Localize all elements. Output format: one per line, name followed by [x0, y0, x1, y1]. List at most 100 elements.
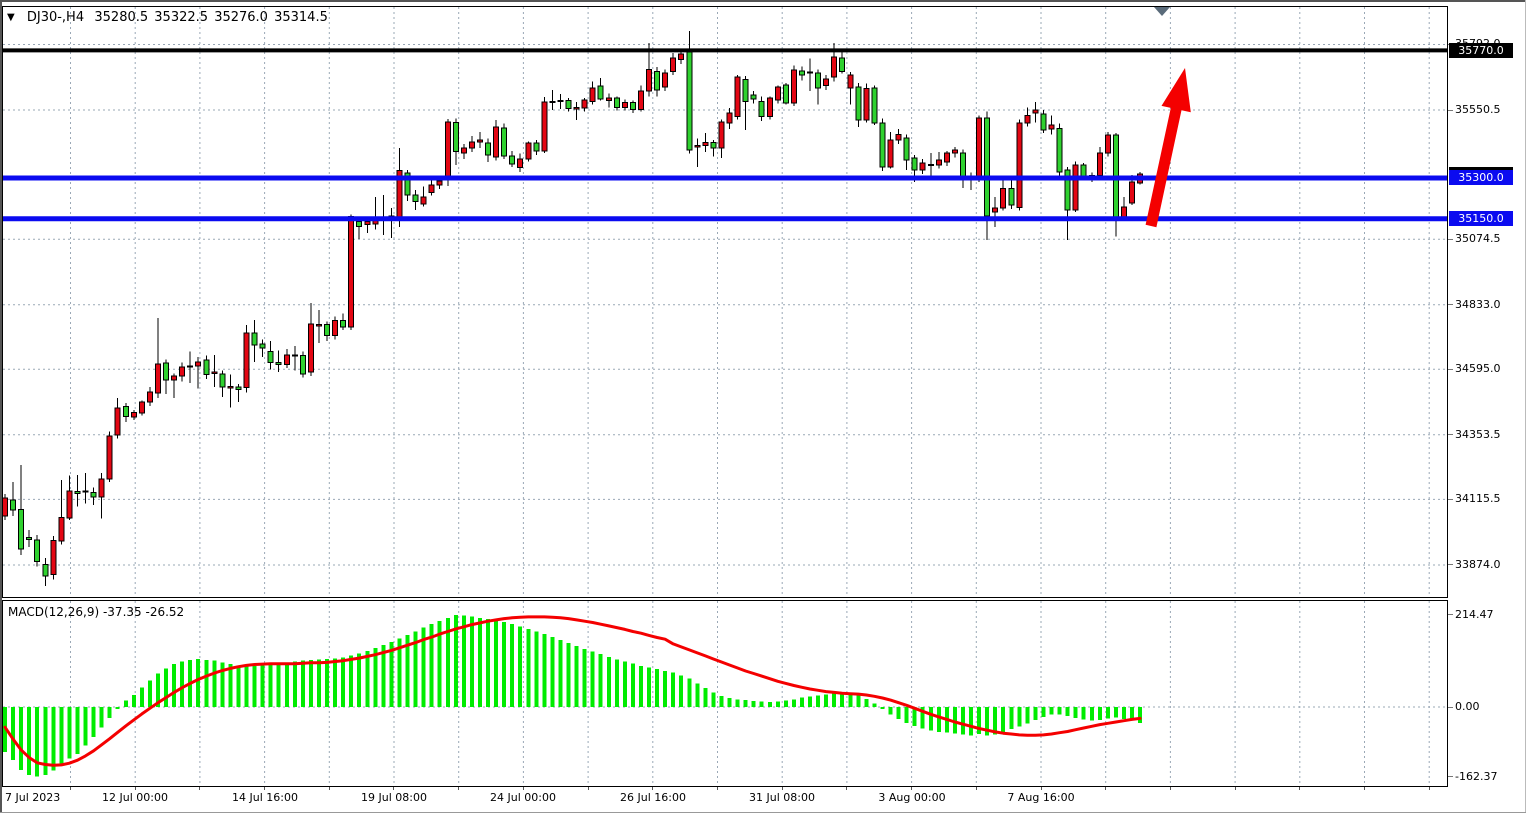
- ohlc-close-value: 35314.5: [274, 10, 328, 25]
- macd-chart-canvas[interactable]: [3, 601, 1447, 786]
- candle-body: [815, 72, 822, 89]
- macd-histogram-bar: [421, 627, 426, 707]
- symbol-marker-triangle-icon: ▼: [7, 12, 15, 23]
- trend-arrow[interactable]: [1145, 68, 1191, 228]
- candlestick-chart-canvas[interactable]: [3, 7, 1447, 597]
- macd-histogram-bar: [751, 701, 756, 707]
- macd-histogram-bar: [75, 707, 80, 755]
- candle-body: [976, 117, 983, 181]
- candle-body: [573, 106, 580, 110]
- macd-histogram-bar: [606, 656, 611, 707]
- time-axis-tick: [199, 787, 200, 790]
- price-axis-tick: [1448, 499, 1453, 500]
- chart-title: ▼ DJ30-,H4 35280.5 35322.5 35276.0 35314…: [7, 10, 330, 25]
- candle-body: [364, 220, 371, 226]
- time-tick-label: 26 Jul 16:00: [620, 791, 686, 804]
- candle-body: [1072, 164, 1079, 211]
- ohlc-open-value: 35280.5: [94, 10, 149, 25]
- macd-histogram-bar: [180, 661, 185, 707]
- candle-body: [1104, 134, 1111, 154]
- macd-histogram-bar: [928, 707, 933, 731]
- candle-body: [605, 97, 612, 102]
- time-axis-tick: [523, 787, 524, 790]
- macd-histogram-bar: [139, 687, 144, 707]
- macd-histogram-bar: [486, 619, 490, 707]
- price-tick-label: 34353.5: [1455, 428, 1501, 441]
- macd-histogram-bar: [800, 697, 804, 707]
- chart-shift-marker-icon[interactable]: [1154, 7, 1170, 16]
- candle-body: [1096, 152, 1103, 176]
- macd-histogram-bar: [268, 664, 273, 707]
- ohlc-high-value: 35322.5: [154, 10, 209, 25]
- macd-histogram-bar: [83, 707, 88, 746]
- macd-histogram-bar: [365, 650, 370, 707]
- candle-body: [654, 70, 661, 91]
- macd-histogram-bar: [816, 695, 821, 707]
- macd-histogram-bar: [91, 707, 96, 737]
- candle-body: [348, 216, 355, 328]
- time-axis[interactable]: 7 Jul 2023 12 Jul 00:00 14 Jul 16:00 19 Jul…: [0, 787, 1526, 813]
- candle-body: [477, 139, 483, 143]
- price-tick-label: 33874.0: [1455, 558, 1501, 571]
- candle-body: [927, 163, 934, 166]
- time-axis-tick: [1105, 787, 1106, 790]
- macd-histogram-bar: [453, 615, 458, 707]
- candle-body: [1008, 187, 1015, 206]
- candle-body: [710, 142, 717, 149]
- candle-body: [3, 497, 8, 517]
- macd-histogram-bar: [99, 707, 104, 728]
- macd-histogram-bar: [405, 634, 410, 707]
- candle-body: [517, 158, 524, 168]
- macd-histogram-bar: [526, 628, 531, 707]
- candle-body: [1032, 109, 1039, 114]
- candle-body: [138, 401, 145, 414]
- price-axis[interactable]: 35792.035550.535074.534833.034595.034353…: [1448, 0, 1526, 787]
- candle-body: [428, 184, 435, 194]
- candle-body: [557, 100, 564, 103]
- price-tick-label: 34115.5: [1455, 492, 1501, 505]
- time-axis-tick: [1170, 787, 1171, 790]
- time-axis-tick: [1299, 787, 1300, 790]
- macd-histogram-bar: [1113, 707, 1118, 718]
- price-axis-tick: [1448, 110, 1453, 111]
- time-tick-label: 19 Jul 08:00: [361, 791, 427, 804]
- candle-body: [823, 78, 830, 87]
- candle-body: [340, 319, 347, 328]
- resistance-price-badge: 35770.0: [1449, 43, 1513, 58]
- candle-body: [58, 517, 65, 542]
- time-tick-label: 7 Jul 2023: [5, 791, 61, 804]
- macd-histogram-bar: [317, 659, 321, 707]
- macd-histogram-bar: [1130, 707, 1134, 721]
- price-tick-label: 34595.0: [1455, 362, 1501, 375]
- macd-histogram-bar: [558, 640, 563, 707]
- candle-body: [911, 157, 918, 171]
- macd-histogram-bar: [1057, 707, 1062, 715]
- macd-histogram-bar: [341, 657, 346, 707]
- macd-histogram-bar: [1073, 707, 1078, 719]
- candle-body: [203, 359, 210, 376]
- macd-histogram-bar: [236, 665, 241, 707]
- time-axis-tick: [458, 787, 459, 790]
- candle-body: [525, 142, 532, 160]
- macd-histogram-bar: [220, 662, 225, 707]
- candle-body: [758, 101, 765, 118]
- candle-body: [460, 147, 467, 154]
- candle-body: [243, 332, 250, 389]
- macd-histogram-bar: [518, 626, 523, 707]
- candle-body: [195, 361, 202, 367]
- candle-body: [621, 102, 628, 108]
- candle-body: [122, 406, 129, 418]
- candle-body: [694, 144, 701, 148]
- macd-histogram-bar: [1001, 707, 1006, 732]
- candle-body: [291, 354, 298, 357]
- macd-histogram-bar: [131, 695, 136, 707]
- candle-body: [299, 355, 306, 375]
- candle-body: [219, 373, 226, 388]
- macd-histogram-bar: [767, 701, 772, 707]
- candle-body: [863, 87, 870, 121]
- macd-histogram-bar: [308, 659, 313, 707]
- macd-histogram-bar: [1033, 707, 1038, 720]
- candle-body: [404, 172, 411, 196]
- candle-body: [501, 127, 508, 157]
- candle-body: [678, 53, 685, 60]
